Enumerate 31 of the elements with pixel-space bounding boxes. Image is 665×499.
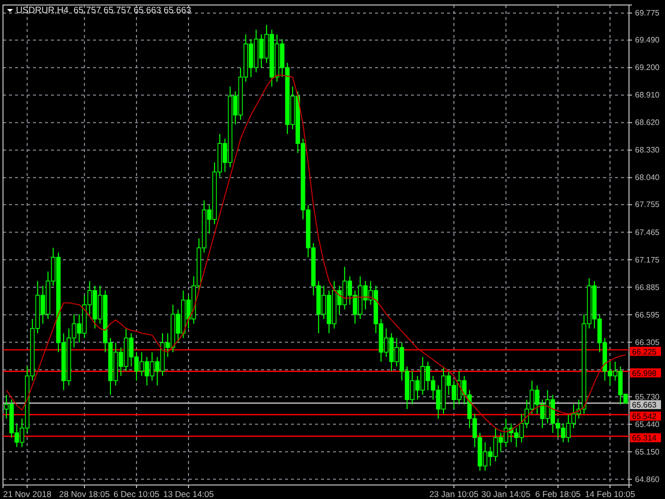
x-tick-label: 13 Dec 14:05 xyxy=(163,489,214,499)
y-tick-label: 67.755 xyxy=(635,200,660,210)
y-tick-label: 67.465 xyxy=(635,228,660,237)
y-tick-label: 66.595 xyxy=(635,310,660,320)
ref-line-label: 65.663 xyxy=(632,400,658,410)
x-tick-label: 21 Nov 2018 xyxy=(3,489,52,499)
y-tick-label: 68.620 xyxy=(635,118,660,128)
y-tick-label: 67.175 xyxy=(635,255,660,264)
y-tick-label: 68.040 xyxy=(635,173,660,182)
y-tick-label: 69.775 xyxy=(635,8,660,18)
y-tick-label: 69.490 xyxy=(635,36,660,45)
y-tick-label: 65.730 xyxy=(635,392,660,402)
chart-title: USDRUR,H4 65.757 65.757 65.663 65.663 xyxy=(16,5,192,15)
y-tick-label: 64.860 xyxy=(635,474,660,484)
ref-line-label: 66.225 xyxy=(632,347,658,356)
x-tick-label: 23 Jan 10:05 xyxy=(429,489,479,499)
y-tick-label: 66.885 xyxy=(635,282,660,292)
x-tick-label: 6 Feb 18:05 xyxy=(535,489,581,499)
x-tick-label: 14 Feb 10:05 xyxy=(584,489,636,499)
y-tick-label: 68.910 xyxy=(635,90,660,100)
y-tick-label: 65.440 xyxy=(635,420,660,429)
ref-line-label: 65.314 xyxy=(632,434,658,443)
x-tick-label: 6 Dec 10:05 xyxy=(114,489,160,499)
ref-line-label: 65.542 xyxy=(632,412,658,422)
y-tick-label: 65.150 xyxy=(635,447,660,456)
y-tick-label: 69.200 xyxy=(635,63,660,72)
x-tick-label: 30 Jan 14:05 xyxy=(481,489,531,499)
y-tick-label: 66.305 xyxy=(635,338,660,347)
y-tick-label: 68.330 xyxy=(635,146,660,155)
ref-line-label: 65.998 xyxy=(632,368,658,378)
x-tick-label: 28 Nov 18:05 xyxy=(59,489,110,499)
